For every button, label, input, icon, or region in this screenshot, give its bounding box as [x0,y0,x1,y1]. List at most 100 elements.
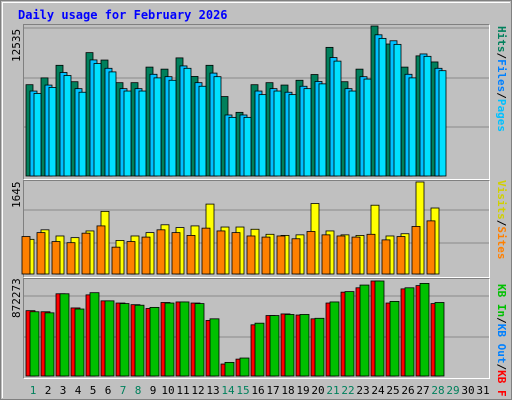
x-tick-label: 12 [191,384,204,397]
x-tick-label: 10 [161,384,174,397]
bar-pages [213,76,222,177]
bar-kb-in [299,314,310,377]
x-tick-label: 15 [236,384,249,397]
x-tick-label: 16 [251,384,264,397]
bar-kb-in [104,300,115,377]
bar-kb-in [344,291,355,377]
bar-pages [438,70,447,177]
bar-sites [276,235,286,275]
bar-kb-in [254,322,265,377]
bar-pages [258,94,267,177]
bar-kb-in [314,317,325,377]
bar-sites [366,233,376,275]
bar-sites [96,225,106,275]
bar-sites [351,236,361,275]
bar-sites [306,231,316,275]
x-tick-label: 24 [371,384,385,397]
bar-sites [231,232,241,275]
bar-pages [303,88,312,177]
bar-pages [93,63,102,177]
bar-pages [363,78,372,177]
x-tick-label: 18 [281,384,294,397]
x-tick-label: 11 [176,384,189,397]
x-tick-label: 23 [356,384,369,397]
x-tick-label: 2 [45,384,52,397]
bar-kb-in [209,318,220,377]
bar-kb-in [119,303,130,377]
bar-pages [393,43,402,177]
bar-pages [348,90,357,177]
bar-kb-in [404,287,415,377]
bar-kb-in [149,306,160,377]
x-tick-label: 31 [476,384,489,397]
bar-sites [21,236,31,275]
bar-sites [111,246,121,275]
x-tick-label: 29 [446,384,459,397]
bar-pages [183,67,192,177]
bar-kb-in [74,308,85,377]
bar-sites [336,235,346,275]
x-tick-label: 28 [431,384,444,397]
bar-kb-in [179,301,190,377]
bar-pages [288,94,297,177]
x-tick-label: 14 [221,384,235,397]
bar-kb-in [224,361,235,377]
bar-kb-in [239,357,250,377]
bar-pages [228,116,237,177]
bar-sites [291,238,301,275]
bar-sites [381,239,391,275]
bar-sites [411,226,421,275]
bar-pages [408,77,417,177]
bar-sites [261,236,271,275]
bar-kb-in [359,284,370,377]
bar-sites [66,242,76,275]
bar-sites [126,241,136,275]
x-tick-label: 9 [150,384,157,397]
bar-kb-in [284,314,295,377]
bar-pages [333,60,342,177]
bar-pages [243,116,252,177]
bar-pages [78,91,87,177]
bar-kb-in [434,302,445,377]
bar-kb-in [374,280,385,377]
bar-sites [81,232,91,275]
x-tick-label: 6 [105,384,112,397]
x-tick-label: 17 [266,384,279,397]
bar-kb-in [269,315,280,377]
bar-sites [396,236,406,275]
bar-kb-in [89,292,100,377]
x-tick-label: 21 [326,384,339,397]
bar-kb-in [59,293,70,377]
bar-pages [168,79,177,177]
bar-sites [246,235,256,275]
bar-pages [138,90,147,177]
x-tick-label: 7 [120,384,127,397]
bar-pages [423,55,432,177]
x-tick-label: 19 [296,384,309,397]
bar-kb-in [329,301,340,377]
bar-sites [36,232,46,275]
bar-sites [51,241,61,275]
bar-sites [426,220,436,275]
x-tick-label: 8 [135,384,142,397]
bar-pages [318,83,327,177]
x-tick-label: 27 [416,384,429,397]
bar-sites [321,234,331,275]
bar-pages [33,93,42,177]
x-tick-label: 1 [30,384,37,397]
bar-sites [171,232,181,275]
bar-kb-in [44,312,55,377]
x-tick-label: 4 [75,384,82,397]
bar-sites [201,227,211,275]
bar-sites [186,235,196,275]
bar-pages [63,75,72,177]
chart-title: Daily usage for February 2026 [18,8,228,22]
bar-kb-in [29,311,40,377]
bar-kb-in [194,303,205,377]
bar-kb-in [134,304,145,377]
bar-kb-in [164,302,175,377]
x-tick-label: 20 [311,384,324,397]
x-tick-label: 30 [461,384,474,397]
bar-sites [216,230,226,275]
